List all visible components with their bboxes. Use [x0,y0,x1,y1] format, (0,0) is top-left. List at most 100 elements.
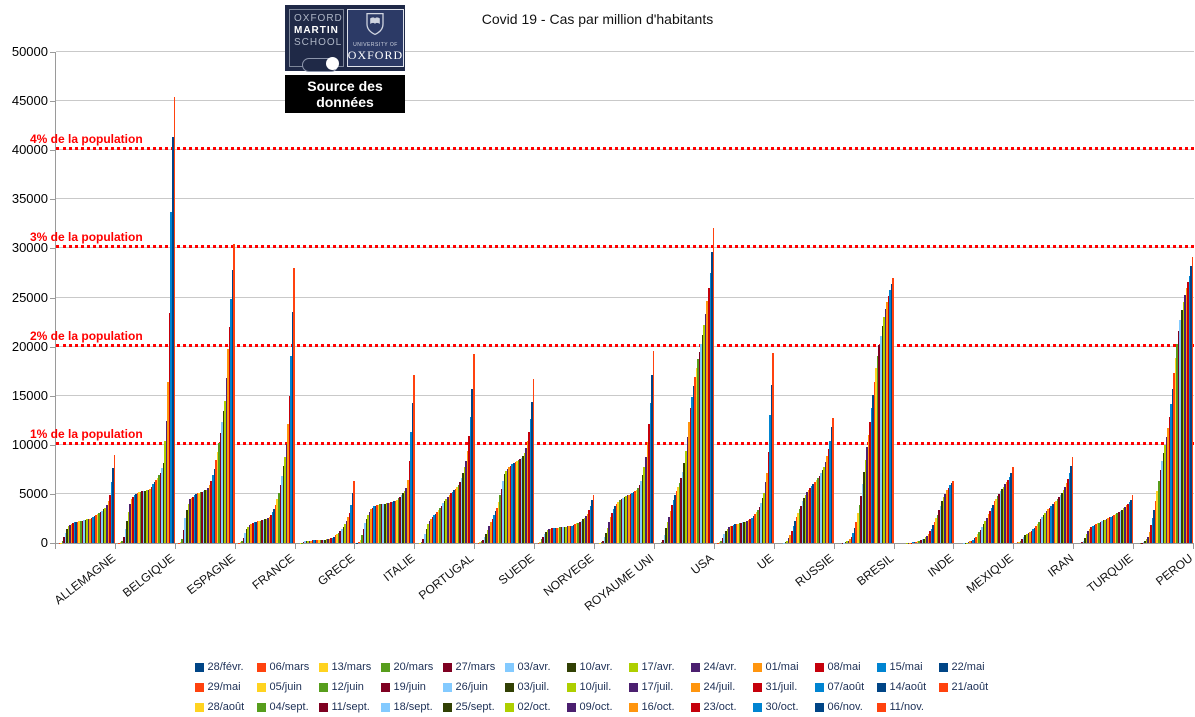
x-axis-label: PEROU [1153,551,1195,588]
legend-label: 03/avr. [518,661,551,673]
x-axis-label: TURQUIE [1085,551,1136,595]
oxford-label: OXFORD [348,48,403,63]
x-axis-tick-mark [235,544,236,549]
legend-item: 06/nov. [815,697,877,717]
legend-swatch-icon [319,663,328,672]
legend-swatch-icon [443,663,452,672]
country-group [355,52,415,543]
country-group [116,52,176,543]
legend-item: 17/avr. [629,657,691,677]
legend-label: 17/juil. [642,681,674,693]
plot-area [55,52,1194,544]
legend-swatch-icon [753,703,762,712]
toggle-icon [302,58,338,72]
legend-swatch-icon [381,683,390,692]
x-axis-label: ITALIE [380,551,417,584]
y-axis-tick-label: 35000 [2,191,48,206]
legend-label: 08/mai [828,661,861,673]
legend-item: 29/mai [195,677,257,697]
legend-item: 26/juin [443,677,505,697]
legend-label: 13/mars [332,661,372,673]
x-axis-label: IRAN [1045,551,1076,580]
threshold-label: 2% de la population [30,329,143,343]
threshold-label: 4% de la population [30,132,143,146]
bar-groups [56,52,1194,543]
country-group [775,52,835,543]
legend-swatch-icon [505,663,514,672]
country-group [715,52,775,543]
legend-swatch-icon [195,703,204,712]
x-axis-tick-mark [654,544,655,549]
bar [1192,257,1194,543]
legend-item: 08/mai [815,657,877,677]
legend-item: 31/juil. [753,677,815,697]
legend-swatch-icon [505,703,514,712]
legend-label: 25/sept. [456,701,495,713]
x-axis-label: SUEDE [496,551,537,587]
legend-item: 20/mars [381,657,443,677]
legend-swatch-icon [257,683,266,692]
legend-swatch-icon [753,683,762,692]
legend-label: 20/mars [394,661,434,673]
x-axis-label: ALLEMAGNE [51,551,117,607]
x-axis-label: USA [688,551,716,577]
oxford-martin-line2: MARTIN [294,25,343,37]
legend-item: 21/août [939,677,1001,697]
legend-swatch-icon [567,663,576,672]
x-axis-label: RUSSIE [792,551,836,590]
legend-item: 28/août [195,697,257,717]
legend-label: 07/août [828,681,865,693]
oxford-martin-line1: OXFORD [294,13,343,25]
legend-item: 24/juil. [691,677,753,697]
legend-swatch-icon [381,703,390,712]
x-axis-label: ESPAGNE [184,551,238,597]
legend-label: 17/avr. [642,661,675,673]
legend-swatch-icon [443,683,452,692]
legend-item: 24/avr. [691,657,753,677]
legend-label: 11/sept. [332,701,370,713]
legend-item: 18/sept. [381,697,443,717]
legend-item: 10/juil. [567,677,629,697]
oxford-martin-school-logo: OXFORD MARTIN SCHOOL [289,9,344,67]
legend-item: 03/juil. [505,677,567,697]
x-axis-label: BELGIQUE [120,551,177,600]
x-axis-tick-mark [1133,544,1134,549]
x-axis-tick-mark [175,544,176,549]
legend-label: 28/août [208,701,245,713]
country-group [954,52,1014,543]
legend-item: 19/juin [381,677,443,697]
legend-label: 24/avr. [704,661,737,673]
legend-swatch-icon [195,663,204,672]
legend-swatch-icon [629,683,638,692]
country-group [894,52,954,543]
legend-swatch-icon [567,703,576,712]
x-axis-label: GRECE [315,551,357,588]
x-axis-tick-mark [115,544,116,549]
legend-item: 01/mai [753,657,815,677]
legend-swatch-icon [939,663,948,672]
legend-label: 19/juin [394,681,426,693]
data-source-link[interactable]: Source des données [285,75,405,113]
legend-item: 03/avr. [505,657,567,677]
y-axis-tick-mark [50,52,55,53]
y-axis-tick-mark [50,150,55,151]
legend-label: 10/avr. [580,661,613,673]
legend-label: 09/oct. [580,701,613,713]
legend-label: 23/oct. [704,701,737,713]
country-group [1014,52,1074,543]
legend-item: 25/sept. [443,697,505,717]
y-axis-tick-label: 50000 [2,44,48,59]
legend-item: 06/mars [257,657,319,677]
legend-swatch-icon [381,663,390,672]
x-axis-tick-mark [1193,544,1194,549]
legend-label: 11/nov. [890,701,924,713]
y-axis-tick-mark [50,347,55,348]
legend-item: 30/oct. [753,697,815,717]
legend-swatch-icon [815,683,824,692]
x-axis-label: NORVEGE [541,551,597,599]
legend-swatch-icon [939,683,948,692]
x-axis-label: INDE [925,551,956,580]
legend-item: 16/oct. [629,697,691,717]
legend-label: 03/juil. [518,681,550,693]
